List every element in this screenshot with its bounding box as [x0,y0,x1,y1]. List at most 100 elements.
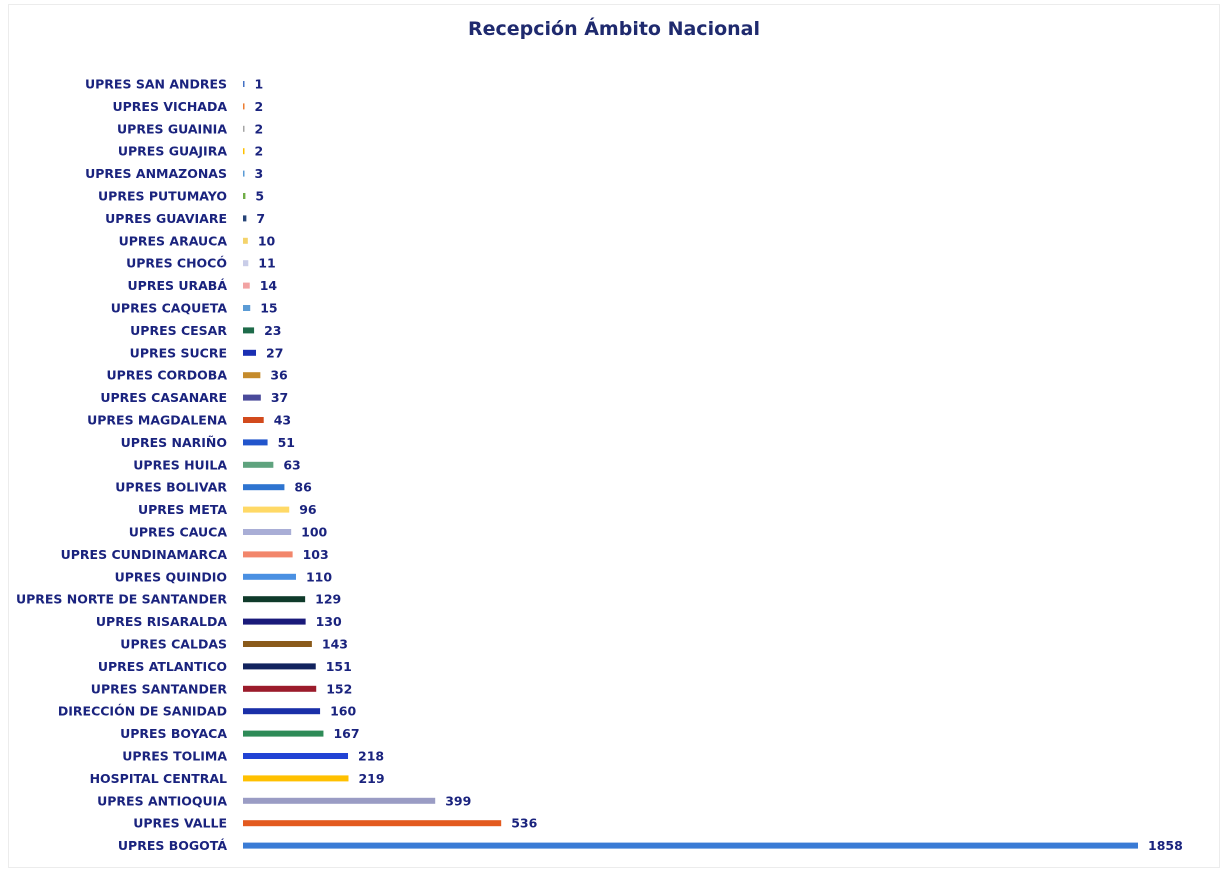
value-label: 5 [255,189,264,204]
bar [243,103,245,110]
bar [243,708,321,715]
value-label: 14 [260,278,278,293]
bar [243,81,245,87]
bar [243,797,436,804]
value-label: 15 [260,301,277,316]
category-label: UPRES BOYACA [120,726,227,741]
category-label: UPRES RISARALDA [96,614,227,629]
value-label: 63 [283,457,300,472]
category-label: UPRES CUNDINAMARCA [61,547,228,562]
category-label: UPRES PUTUMAYO [98,189,227,204]
category-label: UPRES ATLANTICO [98,659,227,674]
value-label: 2 [255,121,264,136]
value-label: 2 [255,99,264,114]
category-label: UPRES CHOCÓ [126,256,227,271]
category-label: UPRES GUAVIARE [105,211,227,226]
category-label: UPRES MAGDALENA [87,413,227,428]
bar [243,193,246,199]
value-label: 96 [299,502,317,517]
bar [243,148,245,155]
value-label: 1858 [1148,838,1183,853]
bar [243,842,1138,849]
value-label: 152 [326,681,352,696]
bar [243,327,255,334]
category-label: UPRES SUCRE [130,345,227,360]
value-label: 7 [256,211,265,226]
value-label: 27 [266,345,283,360]
bar [243,282,250,289]
category-label: UPRES CAQUETA [111,301,228,316]
bar [243,618,306,625]
value-label: 23 [264,323,281,338]
value-label: 11 [258,256,275,271]
bar [243,215,247,222]
bar [243,461,274,468]
value-label: 399 [445,793,471,808]
category-label: UPRES GUAJIRA [118,144,227,159]
category-label: UPRES CAUCA [129,525,228,540]
category-label: UPRES ANTIOQUIA [97,793,227,808]
bar [243,484,285,491]
bar [243,730,324,737]
bar [243,551,293,558]
bar [243,394,261,401]
bar [243,305,251,311]
value-label: 219 [358,771,384,786]
value-label: 160 [330,704,356,719]
value-label: 51 [278,435,295,450]
bar [243,820,502,827]
category-label: UPRES CORDOBA [107,368,228,383]
category-label: HOSPITAL CENTRAL [90,771,227,786]
bar [243,260,249,267]
bar [243,573,296,580]
value-label: 10 [258,233,276,248]
value-label: 103 [303,547,329,562]
value-label: 100 [301,525,327,540]
bar [243,417,264,423]
value-label: 37 [271,390,288,405]
value-label: 86 [294,480,312,495]
category-label: UPRES VALLE [133,816,227,831]
bar [243,125,245,132]
category-label: UPRES CALDAS [120,637,227,652]
value-label: 129 [315,592,341,607]
bar [243,596,306,603]
value-label: 43 [274,413,291,428]
category-label: UPRES NARIÑO [121,435,227,450]
category-label: UPRES GUAINIA [117,121,227,136]
value-label: 151 [326,659,352,674]
bar [243,170,245,177]
category-label: UPRES SAN ANDRES [85,77,227,92]
bar [243,641,312,647]
value-label: 130 [316,614,342,629]
bar [243,439,268,446]
category-label: UPRES BOLIVAR [115,480,227,495]
bar [243,372,261,379]
bar [243,349,257,356]
value-label: 2 [255,144,264,159]
category-label: UPRES TOLIMA [122,749,227,764]
bar [243,663,316,670]
bar [243,506,290,513]
category-label: UPRES HUILA [133,457,227,472]
category-label: UPRES QUINDIO [115,569,227,584]
category-label: UPRES BOGOTÁ [118,838,227,853]
value-label: 167 [333,726,359,741]
category-label: UPRES NORTE DE SANTANDER [16,592,227,607]
category-label: UPRES CESAR [130,323,227,338]
value-label: 536 [511,816,537,831]
value-label: 110 [306,569,332,584]
value-label: 218 [358,749,384,764]
value-label: 1 [255,77,264,92]
category-label: UPRES ANMAZONAS [85,166,227,181]
bar [243,237,248,244]
value-label: 3 [255,166,264,181]
bar [243,685,317,692]
bar [243,775,349,782]
category-label: UPRES ARAUCA [119,233,228,248]
category-label: UPRES CASANARE [100,390,227,405]
category-label: UPRES META [138,502,227,517]
chart-title: Recepción Ámbito Nacional [467,18,760,40]
bar [243,753,349,759]
